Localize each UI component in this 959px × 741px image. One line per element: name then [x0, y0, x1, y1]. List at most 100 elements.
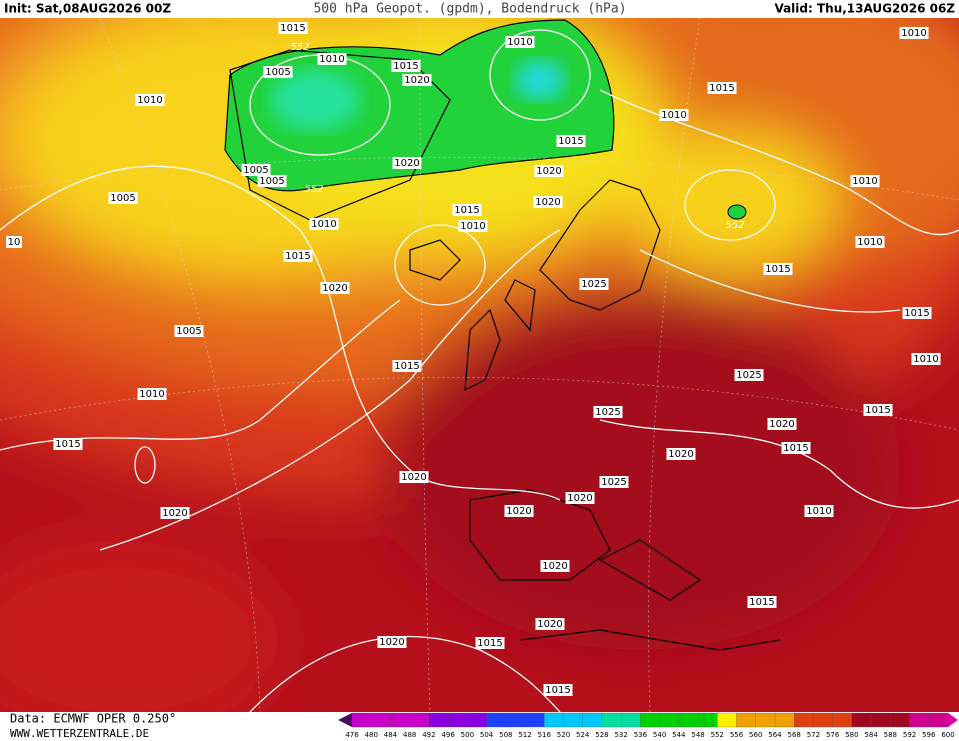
- colorbar-label: 552: [711, 731, 724, 739]
- isobar-label: 1020: [567, 493, 592, 504]
- colorbar-swatch: [371, 712, 392, 728]
- colorbar-swatch: [736, 712, 757, 728]
- isobar-label-box: [399, 471, 429, 483]
- isobar-label-box: [763, 263, 793, 275]
- isobar-label-box: [283, 250, 313, 262]
- isobar-label: 1010: [852, 176, 877, 187]
- isobar-label: 1010: [139, 389, 164, 400]
- colorbar-swatch: [774, 712, 795, 728]
- colorbar-label: 596: [922, 731, 936, 739]
- colorbar-label: 512: [518, 731, 531, 739]
- isobar-label: 1020: [394, 158, 419, 169]
- valid-time: Valid: Thu,13AUG2026 06Z: [774, 2, 955, 16]
- colorbar-label: 500: [461, 731, 474, 739]
- colorbar-label: 536: [634, 731, 648, 739]
- colorbar-swatch: [697, 712, 718, 728]
- isobar-label: 1015: [904, 308, 929, 319]
- colorbar: 476 480 484 488 492 496 500 504 508 512 516 520 524 5…: [338, 712, 958, 739]
- isobar-label-box: [377, 636, 407, 648]
- colorbar-label: 492: [422, 731, 435, 739]
- isobar-label: 1010: [311, 219, 336, 230]
- isobar-label-box: [263, 66, 293, 78]
- isobar-label-box: [899, 27, 929, 39]
- colorbar-swatch: [870, 712, 891, 728]
- colorbar-label: 568: [788, 731, 801, 739]
- isobar-label-box: [241, 164, 271, 176]
- isobar-label-box: [543, 684, 573, 696]
- isobar-label-box: [666, 448, 696, 460]
- isobar-label: 1025: [595, 407, 620, 418]
- isobar-label: 1015: [477, 638, 502, 649]
- isobar-label-box: [257, 175, 287, 187]
- colorbar-swatch: [813, 712, 834, 728]
- isobar-label-box: [392, 360, 422, 372]
- colorbar-label: 520: [557, 731, 570, 739]
- colorbar-label: 480: [365, 731, 378, 739]
- isobar-label-box: [747, 596, 777, 608]
- isobar-label: 552: [304, 184, 323, 195]
- colorbar-swatch: [928, 712, 949, 728]
- colorbar-label: 524: [576, 731, 590, 739]
- colorbar-swatch: [524, 712, 545, 728]
- isobar-label-box: [317, 53, 347, 65]
- data-source: Data: ECMWF OPER 0.250°: [10, 712, 176, 726]
- colorbar-label: 540: [653, 731, 666, 739]
- isobar-label-box: [535, 618, 565, 630]
- colorbar-label: 544: [672, 731, 686, 739]
- colorbar-label: 560: [749, 731, 762, 739]
- isobar-label: 552: [725, 220, 744, 231]
- colorbar-swatch: [544, 712, 565, 728]
- colorbar-swatch: [794, 712, 815, 728]
- isobar-label-box: [599, 476, 629, 488]
- colorbar-label: 504: [480, 731, 494, 739]
- isobar-label-box: [707, 82, 737, 94]
- isobar-label-box: [659, 109, 689, 121]
- isobar-label: 1015: [865, 405, 890, 416]
- colorbar-label: 516: [538, 731, 552, 739]
- isobar-label-box: [278, 22, 308, 34]
- colorbar-label: 528: [595, 731, 608, 739]
- colorbar-swatch: [832, 712, 853, 728]
- isobar-label: 1020: [769, 419, 794, 430]
- isobar-label-box: [565, 492, 595, 504]
- isobar-label: 1015: [545, 685, 570, 696]
- colorbar-label: 564: [768, 731, 782, 739]
- colorbar-swatch: [563, 712, 584, 728]
- isobar-label-box: [392, 157, 422, 169]
- isobar-label-box: [855, 236, 885, 248]
- isobar-label: 1010: [901, 28, 926, 39]
- colorbar-swatch: [851, 712, 872, 728]
- colorbar-swatch: [467, 712, 488, 728]
- isobar-label-box: [540, 560, 570, 572]
- isobar-label-box: [902, 307, 932, 319]
- isobar-label-box: [458, 220, 488, 232]
- colorbar-label: 496: [441, 731, 455, 739]
- isobar-label: 1005: [259, 176, 284, 187]
- isobar-label-box: [534, 165, 564, 177]
- isobar-label: 1015: [783, 443, 808, 454]
- isobar-label: 1015: [393, 61, 418, 72]
- colorbar-label: 592: [903, 731, 916, 739]
- isobar-label-box: [850, 175, 880, 187]
- colorbar-swatch: [409, 712, 430, 728]
- isobar-label-box: [174, 325, 204, 337]
- colorbar-swatch: [390, 712, 411, 728]
- isobar-label-box: [579, 278, 609, 290]
- isobar-label: 1020: [322, 283, 347, 294]
- isobar-label: 1020: [537, 619, 562, 630]
- colorbar-label: 488: [403, 731, 416, 739]
- colorbar-arrow: [338, 713, 352, 727]
- colorbar-label: 532: [614, 731, 627, 739]
- colorbar-label: 556: [730, 731, 744, 739]
- isobar-label: 1015: [749, 597, 774, 608]
- isobar-label: 1015: [765, 264, 790, 275]
- colorbar-swatch: [717, 712, 738, 728]
- isobar-label: 1010: [507, 37, 532, 48]
- isobar-label-box: [309, 218, 339, 230]
- isobar-label: 1015: [709, 83, 734, 94]
- colorbar-swatch: [582, 712, 603, 728]
- isobar-label-box: [734, 369, 764, 381]
- isobar-label: 1025: [736, 370, 761, 381]
- colorbar-swatch: [351, 712, 372, 728]
- isobar-label: 1020: [404, 75, 429, 86]
